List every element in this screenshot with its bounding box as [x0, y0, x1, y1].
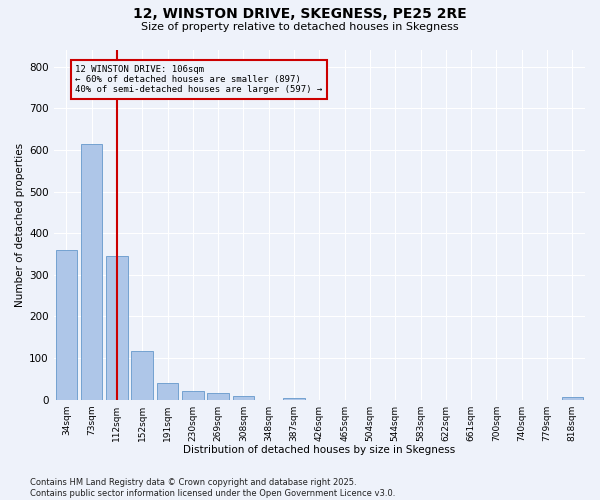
Bar — [131, 351, 153, 400]
Y-axis label: Number of detached properties: Number of detached properties — [15, 142, 25, 307]
Bar — [562, 396, 583, 400]
Text: Contains HM Land Registry data © Crown copyright and database right 2025.
Contai: Contains HM Land Registry data © Crown c… — [30, 478, 395, 498]
Bar — [81, 144, 103, 400]
Bar — [233, 396, 254, 400]
Text: Size of property relative to detached houses in Skegness: Size of property relative to detached ho… — [141, 22, 459, 32]
Bar — [208, 393, 229, 400]
Bar — [106, 256, 128, 400]
Text: 12, WINSTON DRIVE, SKEGNESS, PE25 2RE: 12, WINSTON DRIVE, SKEGNESS, PE25 2RE — [133, 8, 467, 22]
Bar — [56, 250, 77, 400]
Bar — [157, 383, 178, 400]
Text: 12 WINSTON DRIVE: 106sqm
← 60% of detached houses are smaller (897)
40% of semi-: 12 WINSTON DRIVE: 106sqm ← 60% of detach… — [75, 64, 322, 94]
Bar — [182, 392, 203, 400]
Bar — [283, 398, 305, 400]
X-axis label: Distribution of detached houses by size in Skegness: Distribution of detached houses by size … — [183, 445, 455, 455]
